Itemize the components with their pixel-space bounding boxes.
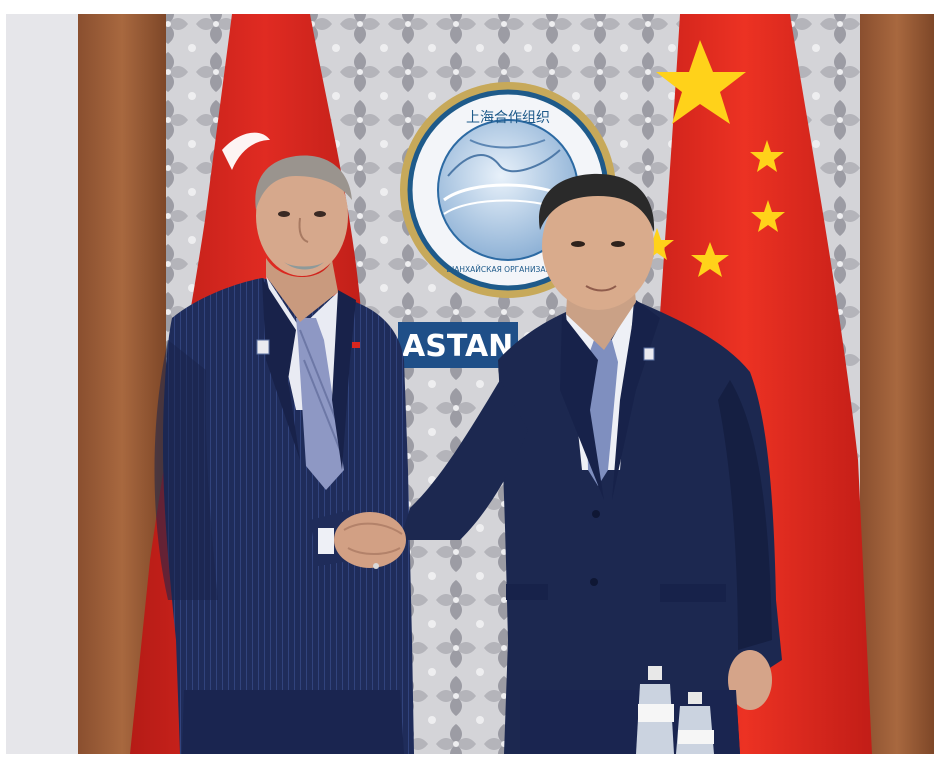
left-person — [154, 155, 414, 754]
astana-sign: ASTAN — [398, 322, 518, 368]
handshake — [334, 512, 406, 569]
flag-large-star-icon — [656, 40, 746, 124]
jacket-button — [590, 578, 598, 586]
right-face — [542, 182, 654, 310]
wood-pillar-right — [860, 14, 934, 754]
emblem-russian-text: ШАНХАЙСКАЯ ОРГАНИЗАЦИЯ С — [446, 265, 570, 274]
flag-small-star-icon — [640, 228, 674, 260]
flag-pin-icon — [352, 342, 360, 348]
flag-small-star-icon — [691, 242, 729, 277]
jacket-button — [592, 510, 600, 518]
right-person — [400, 173, 782, 754]
left-suit-jacket — [162, 278, 414, 754]
right-suit-jacket — [498, 300, 782, 754]
sco-emblem: 上海合作组织 ШАНХАЙСКАЯ ОРГАНИЗАЦИЯ С — [400, 82, 616, 298]
left-wall-panel — [6, 14, 78, 754]
water-bottle-icon — [636, 666, 674, 754]
flag-small-star-icon — [751, 200, 785, 232]
lapel-pin-icon — [256, 339, 270, 355]
flag-small-star-icon — [750, 140, 784, 172]
astana-sign-text: ASTAN — [402, 329, 513, 364]
lapel-pin-icon — [643, 347, 655, 361]
left-face — [256, 156, 348, 276]
left-tie — [296, 318, 344, 490]
water-bottles — [636, 666, 714, 754]
left-hair — [255, 155, 352, 210]
water-bottle-icon — [676, 692, 714, 754]
right-hair — [539, 173, 655, 232]
emblem-chinese-text: 上海合作组织 — [466, 110, 550, 126]
